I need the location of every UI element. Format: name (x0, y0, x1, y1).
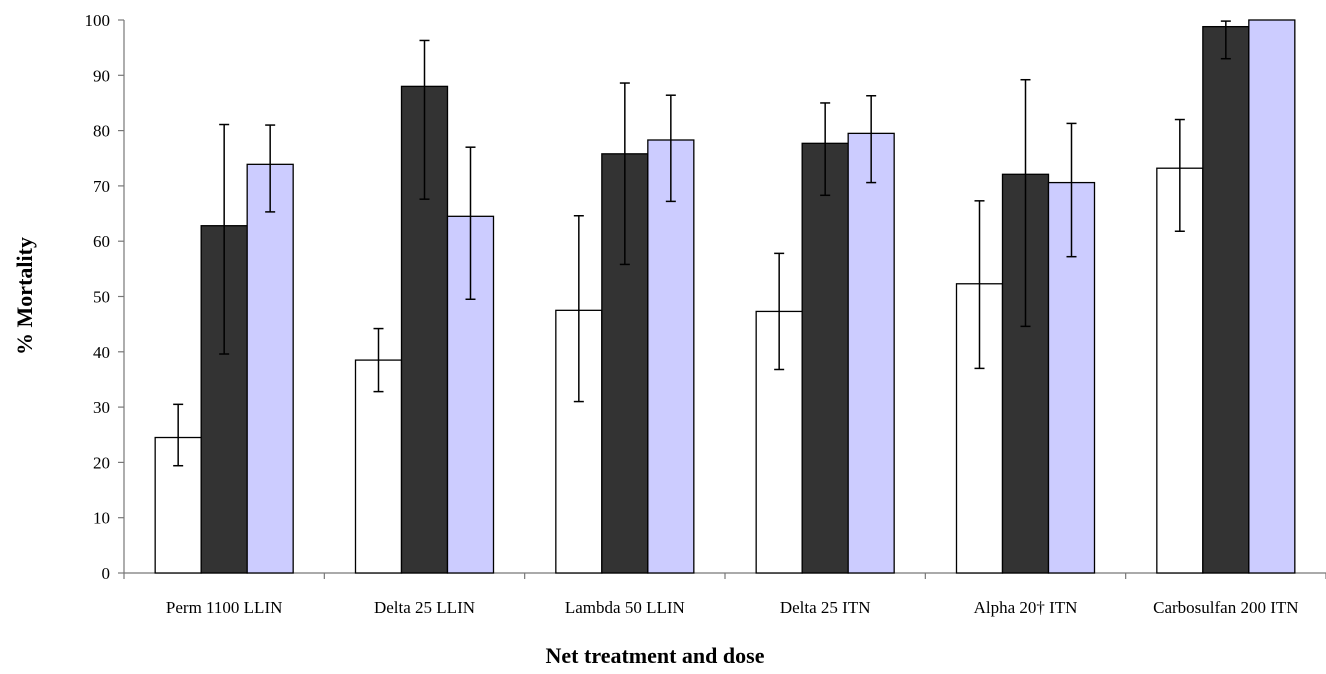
y-axis-title: % Mortality (12, 237, 37, 355)
category-label: Delta 25 ITN (780, 598, 871, 617)
y-tick-label: 20 (93, 453, 110, 472)
y-tick-label: 0 (102, 564, 111, 583)
bar (246, 163, 294, 574)
category-label: Lambda 50 LLIN (565, 598, 685, 617)
category-label: Perm 1100 LLIN (166, 598, 282, 617)
y-tick-label: 60 (93, 232, 110, 251)
category-label: Carbosulfan 200 ITN (1153, 598, 1298, 617)
bar (1248, 19, 1296, 574)
y-tick-label: 10 (93, 509, 110, 528)
bar (354, 359, 403, 574)
y-tick-label: 90 (93, 66, 110, 85)
y-tick-label: 30 (93, 398, 110, 417)
bar (801, 142, 849, 574)
x-axis-title: Net treatment and dose (546, 643, 765, 668)
y-tick-label: 40 (93, 343, 110, 362)
plot-area: 0 10 20 30 40 50 60 70 80 90 100 Perm 1100 LLIN Delt… (85, 11, 1326, 617)
bar (847, 132, 895, 574)
category-label: Alpha 20† ITN (974, 598, 1078, 617)
bar (647, 139, 695, 574)
y-tick-label: 70 (93, 177, 110, 196)
y-tick-label: 100 (85, 11, 111, 30)
bar (1156, 167, 1204, 574)
y-tick-label: 80 (93, 122, 110, 141)
y-tick-label: 50 (93, 288, 110, 307)
bar (1202, 25, 1250, 574)
category-label: Delta 25 LLIN (374, 598, 475, 617)
